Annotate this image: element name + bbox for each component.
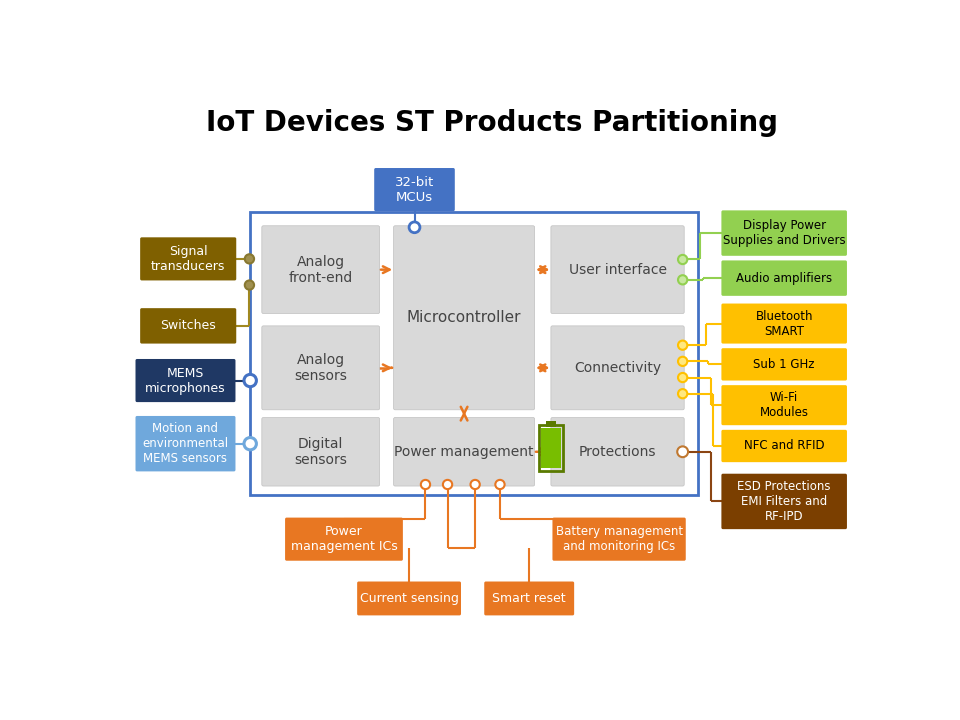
FancyBboxPatch shape — [285, 518, 403, 561]
Text: Bluetooth
SMART: Bluetooth SMART — [756, 310, 813, 338]
Circle shape — [678, 356, 687, 366]
Text: Power management: Power management — [395, 445, 534, 459]
Text: Smart reset: Smart reset — [492, 592, 566, 605]
Text: Audio amplifiers: Audio amplifiers — [736, 271, 832, 284]
Text: Analog
front-end: Analog front-end — [289, 255, 353, 284]
FancyBboxPatch shape — [721, 348, 847, 381]
Text: Signal
transducers: Signal transducers — [151, 245, 226, 273]
Text: IoT Devices ST Products Partitioning: IoT Devices ST Products Partitioning — [206, 109, 778, 137]
FancyBboxPatch shape — [374, 168, 455, 211]
Bar — [539, 426, 564, 472]
FancyBboxPatch shape — [135, 359, 235, 402]
Circle shape — [678, 373, 687, 382]
FancyBboxPatch shape — [140, 238, 236, 280]
Circle shape — [678, 389, 687, 398]
FancyBboxPatch shape — [551, 226, 684, 313]
Text: Power
management ICs: Power management ICs — [291, 525, 397, 553]
Text: NFC and RFID: NFC and RFID — [744, 439, 825, 452]
Bar — [540, 436, 561, 444]
Text: 32-bit
MCUs: 32-bit MCUs — [395, 176, 434, 204]
FancyBboxPatch shape — [394, 418, 535, 486]
Text: Sub 1 GHz: Sub 1 GHz — [754, 358, 815, 371]
FancyBboxPatch shape — [262, 226, 379, 313]
FancyBboxPatch shape — [262, 326, 379, 410]
Bar — [251, 212, 698, 495]
FancyBboxPatch shape — [551, 418, 684, 486]
Text: Analog
sensors: Analog sensors — [295, 353, 348, 383]
Circle shape — [420, 480, 430, 489]
Text: Microcontroller: Microcontroller — [407, 310, 521, 325]
Circle shape — [244, 438, 256, 450]
Bar — [540, 428, 561, 436]
FancyBboxPatch shape — [721, 430, 847, 462]
Text: Battery management
and monitoring ICs: Battery management and monitoring ICs — [556, 525, 683, 553]
FancyBboxPatch shape — [262, 418, 379, 486]
FancyBboxPatch shape — [135, 416, 235, 472]
Text: ESD Protections
EMI Filters and
RF-IPD: ESD Protections EMI Filters and RF-IPD — [737, 480, 831, 523]
FancyBboxPatch shape — [394, 226, 535, 410]
FancyBboxPatch shape — [721, 261, 847, 296]
Bar — [540, 460, 561, 467]
Text: Wi-Fi
Modules: Wi-Fi Modules — [759, 391, 808, 419]
FancyBboxPatch shape — [484, 582, 574, 616]
FancyBboxPatch shape — [357, 582, 461, 616]
FancyBboxPatch shape — [721, 474, 847, 529]
Circle shape — [245, 280, 254, 289]
Circle shape — [678, 255, 687, 264]
Text: MEMS
microphones: MEMS microphones — [145, 366, 226, 395]
Circle shape — [470, 480, 480, 489]
Text: Connectivity: Connectivity — [574, 361, 661, 375]
Text: Display Power
Supplies and Drivers: Display Power Supplies and Drivers — [723, 219, 846, 247]
FancyBboxPatch shape — [552, 518, 685, 561]
FancyBboxPatch shape — [551, 326, 684, 410]
FancyBboxPatch shape — [721, 385, 847, 426]
Text: Switches: Switches — [160, 320, 216, 333]
Bar — [546, 421, 556, 427]
Circle shape — [443, 480, 452, 489]
Text: User interface: User interface — [568, 263, 666, 276]
Circle shape — [245, 254, 254, 264]
Circle shape — [409, 222, 420, 233]
Circle shape — [495, 480, 505, 489]
Circle shape — [677, 446, 688, 457]
Circle shape — [244, 374, 256, 387]
Text: Digital
sensors: Digital sensors — [295, 436, 348, 467]
FancyBboxPatch shape — [721, 304, 847, 343]
FancyBboxPatch shape — [140, 308, 236, 343]
Text: Motion and
environmental
MEMS sensors: Motion and environmental MEMS sensors — [142, 422, 228, 465]
Bar — [540, 444, 561, 451]
FancyBboxPatch shape — [721, 210, 847, 256]
Text: Protections: Protections — [579, 445, 657, 459]
Circle shape — [678, 341, 687, 350]
Text: Current sensing: Current sensing — [360, 592, 459, 605]
Circle shape — [678, 275, 687, 284]
Bar — [540, 452, 561, 459]
